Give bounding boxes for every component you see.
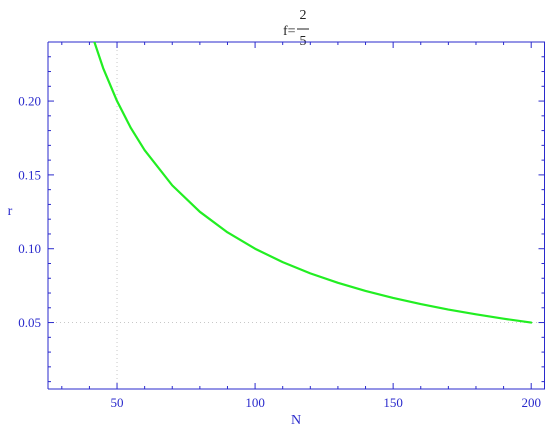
x-tick-label: 50 <box>111 395 124 410</box>
y-tick-label: 0.20 <box>18 94 41 109</box>
x-tick-label: 150 <box>383 395 403 410</box>
axis-ticks <box>48 42 545 389</box>
y-tick-label: 0.05 <box>18 315 41 330</box>
x-tick-label: 200 <box>521 395 541 410</box>
gridlines <box>48 42 545 389</box>
x-tick-label: 100 <box>245 395 265 410</box>
title-prefix: f= <box>283 24 296 39</box>
x-axis-label: N <box>291 413 301 428</box>
y-tick-label: 0.10 <box>18 241 41 256</box>
plot-frame <box>47 41 545 390</box>
title-numerator: 2 <box>300 8 307 23</box>
chart-title: f= 2 5 <box>283 8 309 49</box>
series-line <box>93 42 533 324</box>
y-tick-label: 0.15 <box>18 167 41 182</box>
curve-layer <box>93 42 533 324</box>
tick-labels: 50 100 150 200 0.05 0.10 0.15 0.20 <box>18 94 541 410</box>
y-axis-label: r <box>8 204 13 219</box>
